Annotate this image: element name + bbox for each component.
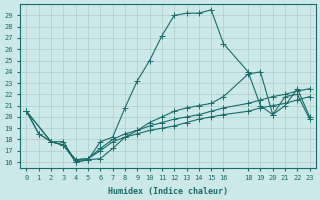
X-axis label: Humidex (Indice chaleur): Humidex (Indice chaleur) xyxy=(108,187,228,196)
